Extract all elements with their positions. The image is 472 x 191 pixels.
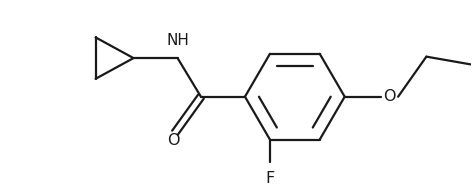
Text: O: O [167, 133, 179, 148]
Text: O: O [383, 89, 396, 104]
Text: NH: NH [166, 33, 189, 48]
Text: F: F [265, 171, 275, 186]
